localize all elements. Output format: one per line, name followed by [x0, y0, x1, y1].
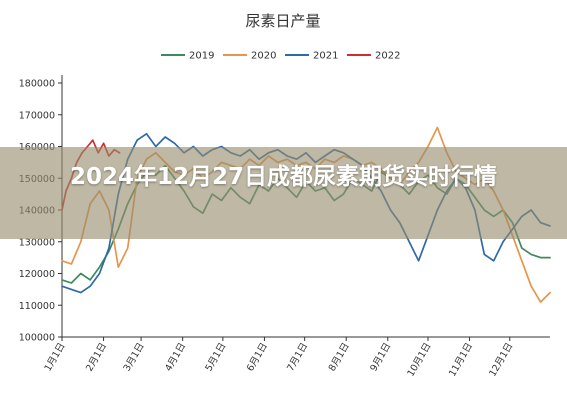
y-tick-label: 180000	[19, 79, 55, 90]
chart-title: 尿素日产量	[245, 12, 320, 30]
x-tick-label: 5月1日	[203, 341, 228, 373]
y-tick-label: 170000	[19, 110, 55, 121]
x-tick-label: 1月1日	[43, 341, 68, 373]
x-tick-label: 12月1日	[487, 341, 515, 379]
legend-label-2019: 2019	[189, 51, 214, 62]
x-tick-label: 4月1日	[163, 341, 188, 373]
y-tick-label: 130000	[19, 237, 55, 248]
x-tick-label: 11月1日	[447, 341, 475, 379]
x-tick-label: 3月1日	[122, 341, 147, 373]
headline-banner	[0, 147, 567, 239]
legend-label-2021: 2021	[313, 51, 338, 62]
y-tick-label: 100000	[19, 333, 55, 344]
x-tick-label: 7月1日	[285, 341, 310, 373]
x-tick-label: 8月1日	[327, 341, 352, 373]
x-tick-label: 6月1日	[245, 341, 270, 373]
legend-label-2020: 2020	[251, 51, 276, 62]
x-tick-label: 2月1日	[84, 341, 109, 373]
x-tick-label: 10月1日	[406, 341, 434, 379]
y-tick-label: 110000	[19, 301, 55, 312]
headline-text: 2024年12月27日成都尿素期货实时行情	[69, 164, 498, 190]
y-tick-label: 120000	[19, 269, 55, 280]
chart-legend: 2019 2020 2021 2022	[161, 51, 400, 62]
legend-label-2022: 2022	[375, 51, 400, 62]
x-tick-label: 9月1日	[368, 341, 393, 373]
